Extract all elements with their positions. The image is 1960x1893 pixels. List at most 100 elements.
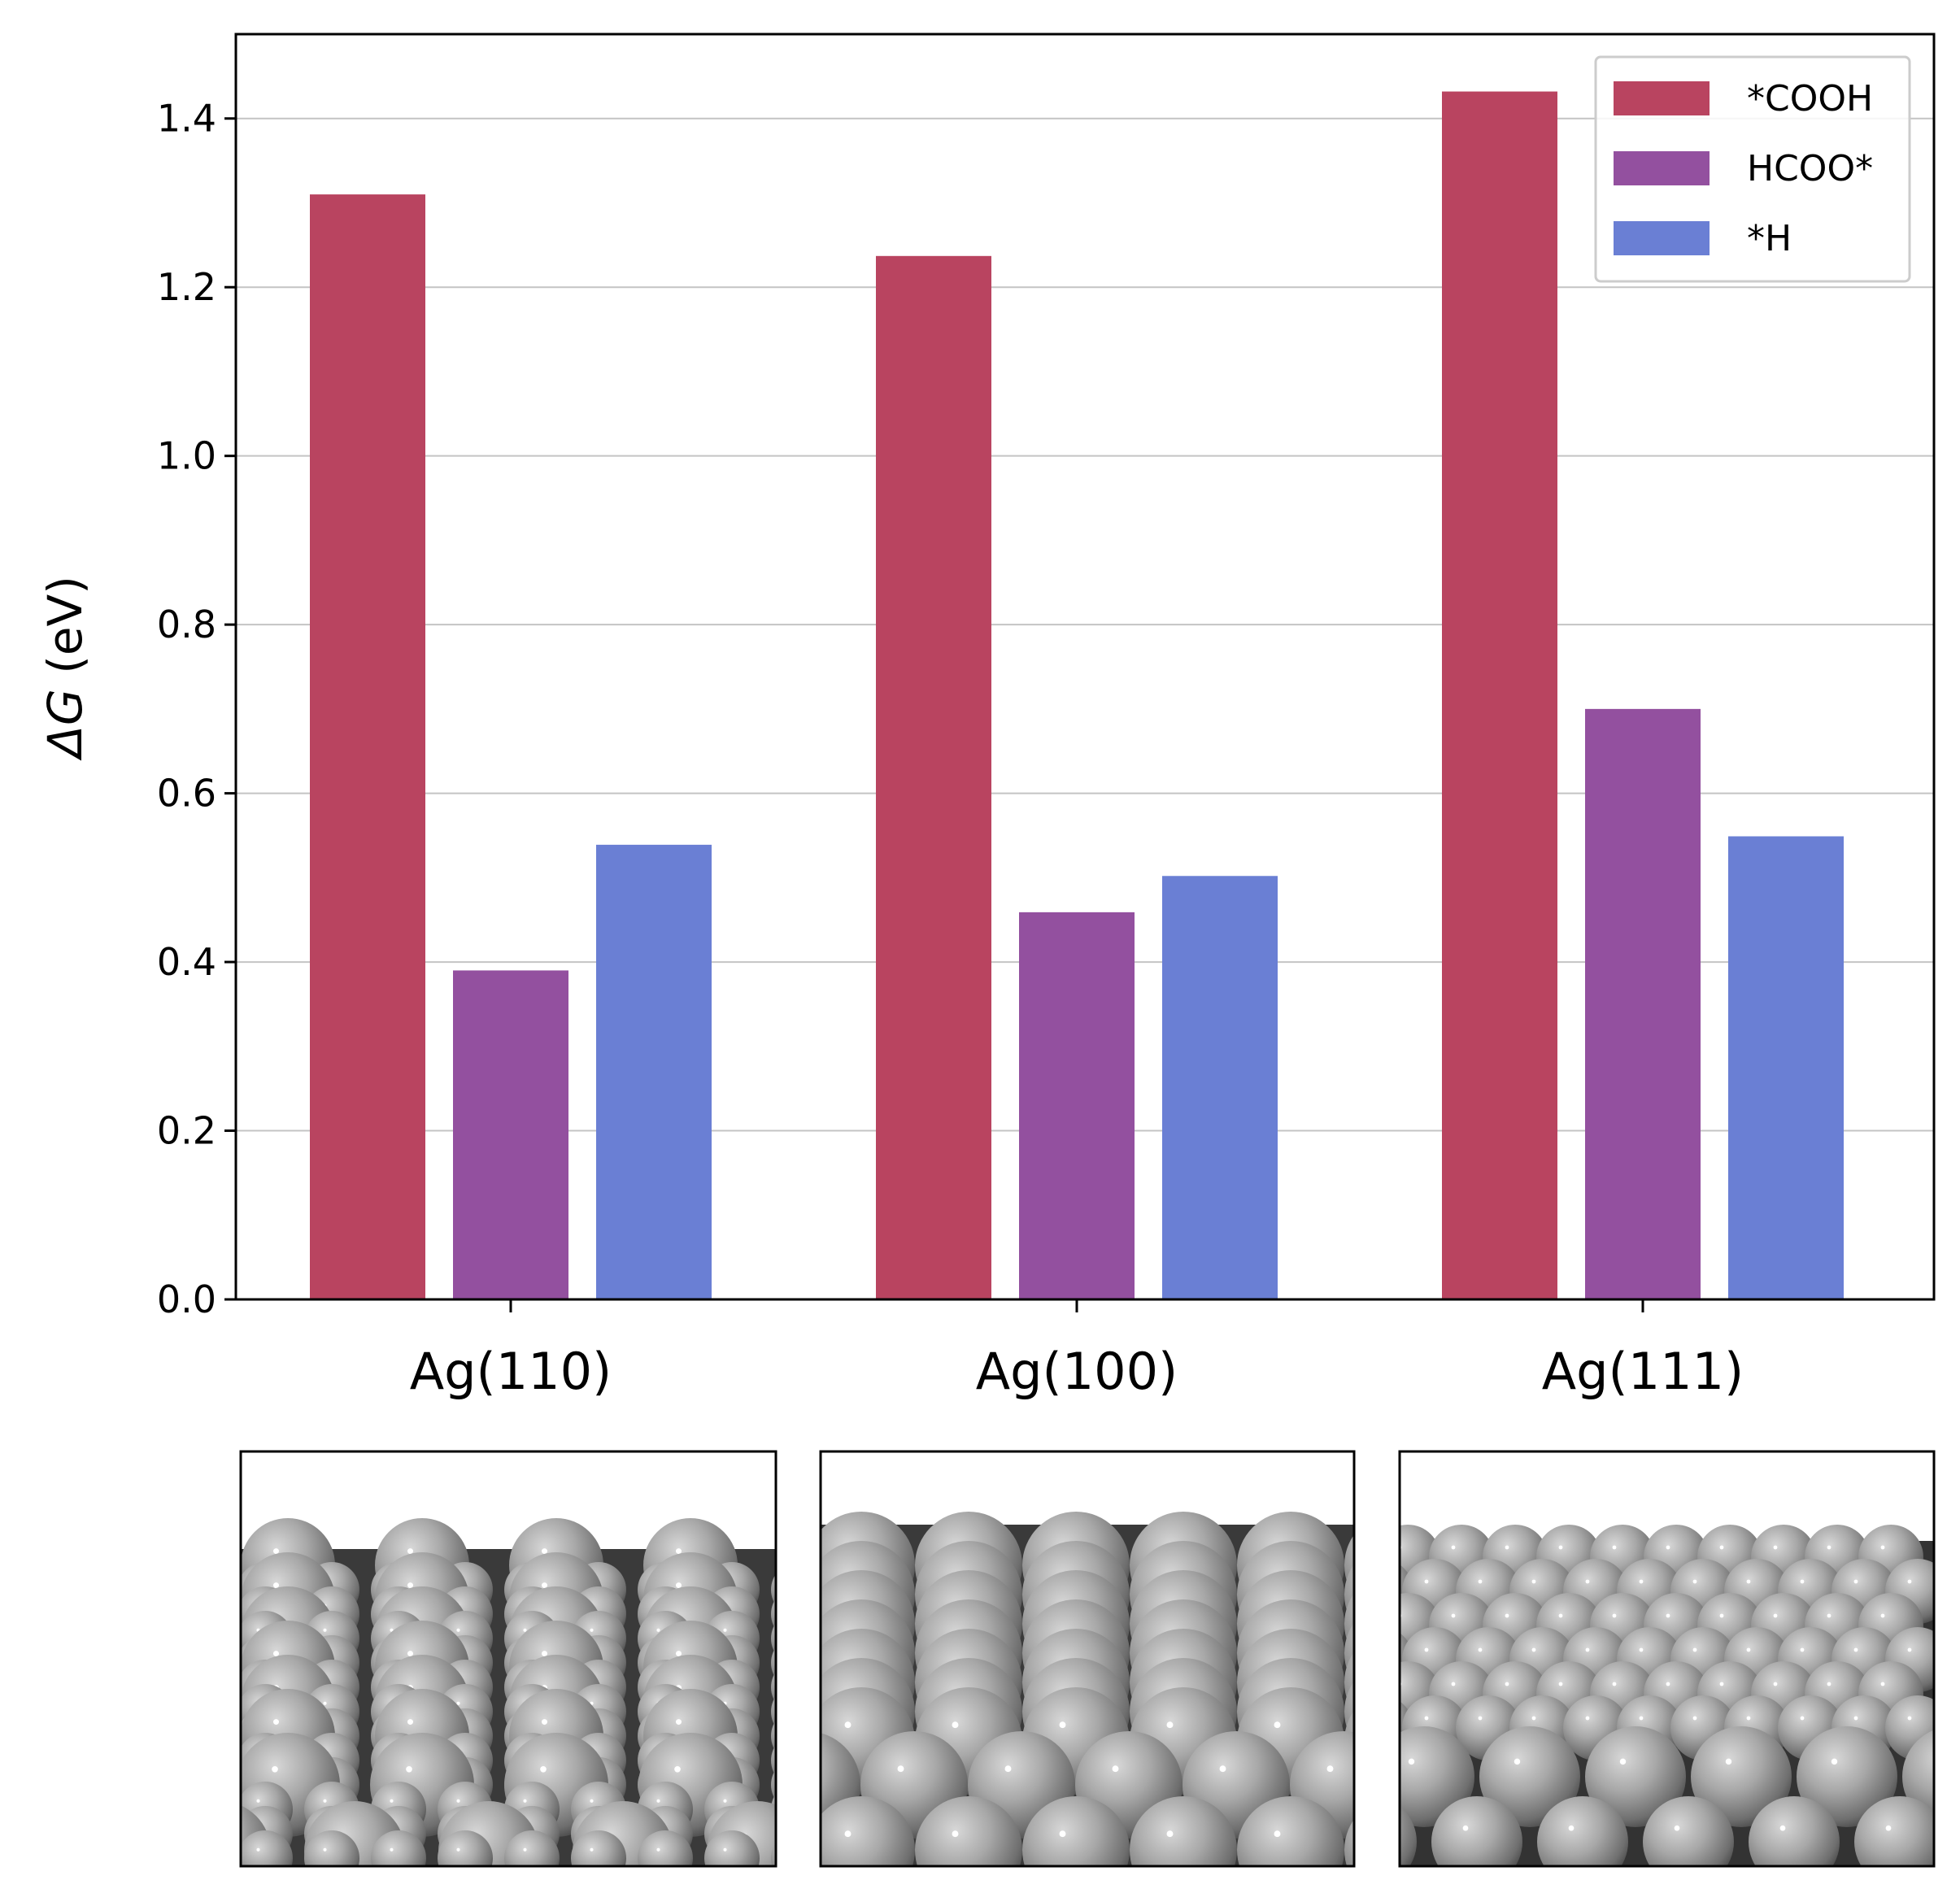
atom-highlight [1059, 1830, 1066, 1838]
atom-highlight [205, 1834, 211, 1839]
atom-slab [1400, 1525, 1934, 1866]
atom-highlight [1773, 1545, 1778, 1550]
x-tick-label: Ag(111) [1542, 1342, 1744, 1401]
y-tick-label: 0.8 [157, 603, 216, 646]
atom [638, 1830, 693, 1866]
atom-highlight [256, 1847, 260, 1852]
atom-highlight [1424, 1647, 1429, 1652]
atom-highlight [1382, 1604, 1388, 1611]
atom-highlight [189, 1726, 193, 1730]
atom-highlight [1408, 1758, 1415, 1765]
atom-highlight [1424, 1716, 1429, 1721]
atom-highlight [407, 1719, 413, 1725]
atom-highlight [723, 1847, 727, 1852]
atom-highlight [1880, 1682, 1885, 1686]
atom-highlight [456, 1847, 460, 1852]
x-tick-label: Ag(110) [410, 1342, 612, 1401]
surface-panels [171, 1450, 1936, 1886]
atom-highlight [810, 1617, 816, 1622]
atom-highlight [456, 1799, 460, 1803]
atom-highlight [189, 1775, 193, 1778]
atom [171, 1830, 226, 1886]
atom-highlight [1666, 1682, 1670, 1686]
atom-highlight [189, 1604, 193, 1608]
legend-label: *H [1747, 218, 1792, 259]
atom [371, 1830, 426, 1866]
atom-highlight [1746, 1579, 1751, 1584]
atom-highlight [323, 1799, 327, 1803]
atom-highlight [1907, 1716, 1912, 1721]
atom-highlight [844, 1721, 852, 1729]
atom-highlight [1219, 1765, 1226, 1773]
atom-highlight [542, 1719, 547, 1725]
atom [241, 1830, 293, 1866]
atom-highlight [1478, 1579, 1483, 1584]
panel-frame [819, 1450, 1356, 1868]
atom-highlight [456, 1628, 460, 1632]
atom-highlight [1382, 1830, 1388, 1837]
atom [171, 1635, 226, 1691]
legend-swatch [1614, 151, 1710, 185]
atom [438, 1830, 493, 1866]
atom-highlight [1166, 1830, 1174, 1838]
atom [171, 1660, 226, 1715]
atom [771, 1842, 776, 1866]
atom-highlight [1382, 1546, 1388, 1552]
atom [771, 1817, 776, 1850]
atom [821, 1796, 915, 1866]
atom-highlight [1505, 1613, 1509, 1618]
legend-swatch [1614, 81, 1710, 115]
atom-highlight [1885, 1825, 1892, 1831]
atom-highlight [1831, 1758, 1838, 1765]
bar-hcoo-3 [1585, 708, 1701, 1299]
atom-highlight [1004, 1765, 1012, 1773]
atom-highlight [1719, 1545, 1724, 1550]
atom [1479, 1726, 1580, 1827]
atom-highlight [844, 1830, 852, 1838]
atom [1130, 1796, 1237, 1866]
atom [171, 1562, 226, 1617]
atom-highlight [189, 1580, 193, 1583]
atom [171, 1586, 226, 1642]
atom-highlight [810, 1582, 816, 1588]
bars [310, 91, 1844, 1300]
atom [771, 1695, 776, 1728]
atom [771, 1744, 776, 1777]
atom [771, 1647, 776, 1679]
atom-highlight [323, 1628, 327, 1632]
atom-highlight [790, 1580, 793, 1583]
atom-highlight [1612, 1682, 1617, 1686]
y-tick-label: 1.0 [157, 434, 216, 478]
atom-highlight [1800, 1716, 1805, 1721]
atom-highlight [1274, 1721, 1281, 1729]
atom-highlight [1274, 1830, 1281, 1838]
atom [171, 1757, 226, 1812]
atom-highlight [1059, 1721, 1066, 1729]
atom [1537, 1796, 1628, 1866]
atom-highlight [1779, 1825, 1786, 1831]
surface-panel-1 [171, 1450, 816, 1886]
atom-highlight [676, 1548, 682, 1555]
atom-highlight [1451, 1682, 1456, 1686]
atom [704, 1830, 760, 1866]
atom-highlight [810, 1685, 816, 1691]
atom-highlight [1462, 1825, 1469, 1831]
atom-highlight [407, 1582, 413, 1589]
atom-highlight [790, 1824, 793, 1827]
atom-highlight [1451, 1545, 1456, 1550]
atom-highlight [1827, 1682, 1832, 1686]
atom-highlight [1827, 1545, 1832, 1550]
atom-highlight [1531, 1716, 1536, 1721]
atom-highlight [323, 1701, 327, 1705]
atom-highlight [590, 1847, 594, 1852]
atom [771, 1793, 776, 1826]
atom [771, 1622, 776, 1655]
atom-highlight [790, 1678, 793, 1681]
y-tick-label: 1.4 [157, 97, 216, 141]
y-tick-label: 0.4 [157, 940, 216, 984]
atom-highlight [790, 1775, 793, 1778]
atom-highlight [1719, 1682, 1724, 1686]
panel-frame [1398, 1450, 1936, 1868]
atom [771, 1769, 776, 1801]
x-axis-ticks: Ag(110) Ag(100) Ag(111) [410, 1299, 1744, 1401]
